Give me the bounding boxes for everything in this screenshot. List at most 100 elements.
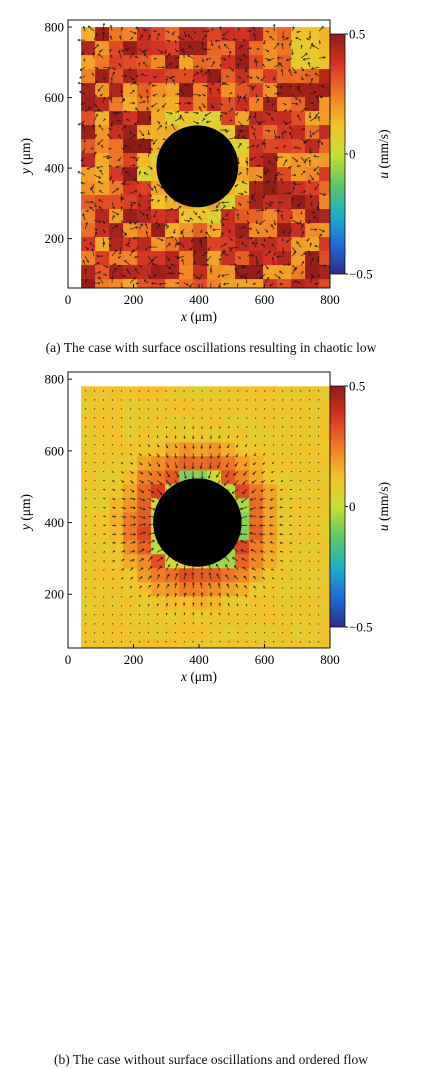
field-cell (123, 223, 138, 238)
arrow-head (81, 159, 82, 161)
arrow-head (264, 240, 265, 241)
field-cell (263, 41, 278, 56)
field-cell (249, 97, 264, 112)
field-cell (151, 265, 166, 280)
field-cell (263, 265, 278, 280)
field-cell (207, 386, 222, 401)
field-cell (263, 209, 278, 224)
arrow-head (323, 26, 324, 28)
field-cell (179, 568, 194, 583)
arrow-head (124, 518, 126, 519)
x-tick-label: 0 (65, 292, 72, 307)
field-cell (81, 484, 96, 499)
field-cell (249, 582, 264, 597)
field-cell (263, 568, 278, 583)
field-cell (109, 55, 124, 70)
field-cell (263, 414, 278, 429)
arrow-head (98, 142, 99, 144)
field-cell (81, 540, 96, 555)
field-cell (291, 55, 306, 70)
arrow-head (232, 71, 234, 72)
field-cell (193, 610, 208, 625)
arrow-head (245, 595, 246, 596)
field-cell (137, 638, 152, 653)
field-cell (221, 265, 236, 280)
field-cell (207, 237, 222, 252)
field-cell (193, 456, 208, 471)
arrow-head (267, 32, 269, 33)
field-cell (165, 41, 180, 56)
field-cell (137, 125, 152, 140)
colorbar-a (330, 34, 345, 274)
field-cell (277, 428, 292, 443)
field-cell (207, 83, 222, 98)
field-cell (235, 610, 250, 625)
field-cell (221, 400, 236, 415)
field-cell (277, 526, 292, 541)
field-cell (291, 568, 306, 583)
field-cell (249, 27, 264, 42)
arrow-head (208, 248, 209, 250)
arrow-head (224, 483, 225, 485)
field-cell (109, 512, 124, 527)
field-cell (81, 582, 96, 597)
arrow-head (317, 173, 318, 174)
field-cell (123, 386, 138, 401)
field-cell (207, 265, 222, 280)
field-cell (165, 83, 180, 98)
field-cell (95, 484, 110, 499)
field-cell (179, 209, 194, 224)
field-cell (291, 386, 306, 401)
arrow-head (237, 289, 238, 291)
field-cell (235, 125, 250, 140)
field-cell (179, 638, 194, 653)
field-cell (249, 414, 264, 429)
arrow-head (95, 96, 97, 97)
arrow-head (290, 489, 291, 490)
field-cell (319, 638, 334, 653)
arrow-head (152, 557, 153, 559)
field-cell (151, 195, 166, 210)
field-cell (235, 414, 250, 429)
field-cell (291, 111, 306, 126)
field-cell (179, 596, 194, 611)
field-cell (291, 223, 306, 238)
field-cell (263, 111, 278, 126)
field-cell (165, 442, 180, 457)
field-cell (109, 596, 124, 611)
field-cell (95, 125, 110, 140)
arrow-head (229, 613, 230, 614)
field-cell (207, 209, 222, 224)
field-cell (291, 97, 306, 112)
field-cell (263, 470, 278, 485)
field-cell (235, 97, 250, 112)
field-cell (95, 624, 110, 639)
field-cell (305, 554, 320, 569)
field-cell (137, 484, 152, 499)
field-cell (305, 540, 320, 555)
field-cell (207, 414, 222, 429)
field-cell (193, 386, 208, 401)
field-cell (291, 139, 306, 154)
arrow-head (193, 428, 194, 429)
x-tick-label: 800 (320, 292, 340, 307)
field-cell (235, 55, 250, 70)
field-cell (95, 582, 110, 597)
field-cell (305, 568, 320, 583)
field-cell (137, 582, 152, 597)
field-cell (151, 125, 166, 140)
y-axis-label-a: y (μm) (18, 138, 33, 176)
field-cell (109, 209, 124, 224)
field-cell (151, 209, 166, 224)
field-cell (263, 484, 278, 499)
field-cell (277, 456, 292, 471)
field-cell (235, 251, 250, 266)
field-cell (305, 624, 320, 639)
field-cell (81, 55, 96, 70)
field-cell (291, 279, 306, 294)
field-cell (277, 624, 292, 639)
field-cell (207, 610, 222, 625)
field-cell (193, 442, 208, 457)
field-cell (81, 526, 96, 541)
